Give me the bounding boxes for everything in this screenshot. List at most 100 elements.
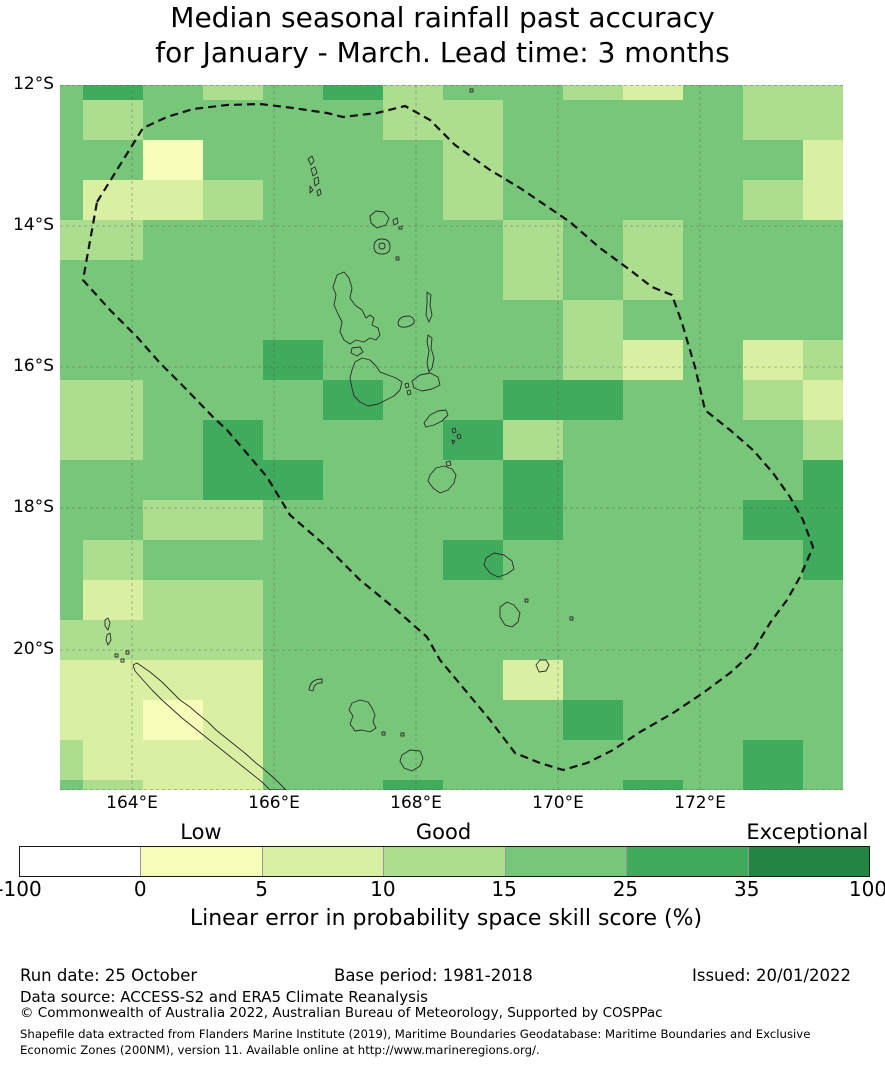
grid-cell <box>563 300 623 340</box>
grid-cell <box>60 740 83 780</box>
grid-cell <box>263 500 323 540</box>
grid-cell <box>743 380 803 420</box>
grid-cell <box>263 220 323 260</box>
grid-cell <box>83 580 143 620</box>
grid-cell <box>383 660 443 700</box>
grid-cell <box>683 140 743 180</box>
grid-cell <box>563 220 623 260</box>
grid-cell <box>143 180 203 220</box>
grid-cell <box>563 380 623 420</box>
grid-cell <box>263 180 323 220</box>
grid-cell <box>443 380 503 420</box>
grid-cell <box>563 740 623 780</box>
grid-cell <box>60 660 83 700</box>
grid-cell <box>203 85 263 100</box>
grid-cell <box>623 780 683 790</box>
grid-cell <box>803 300 843 340</box>
grid-cell <box>443 300 503 340</box>
grid-cell <box>323 260 383 300</box>
grid-cell <box>743 500 803 540</box>
grid-cell <box>683 340 743 380</box>
grid-cell <box>563 85 623 100</box>
grid-cell <box>383 700 443 740</box>
grid-cell <box>143 780 203 790</box>
x-tick-label: 164°E <box>106 793 158 813</box>
grid-cell <box>743 85 803 100</box>
colorbar-tick-label: 15 <box>491 877 517 901</box>
grid-cell <box>60 380 83 420</box>
colorbar-tick-label: 0 <box>133 877 147 901</box>
chart-title-line1: Median seasonal rainfall past accuracy <box>170 1 715 34</box>
grid-cell <box>60 780 83 790</box>
grid-cell <box>323 85 383 100</box>
grid-cell <box>503 580 563 620</box>
colorbar-tick-label: -100 <box>0 877 42 901</box>
grid-cell <box>203 180 263 220</box>
grid-cell <box>83 420 143 460</box>
grid-cell <box>143 580 203 620</box>
coastline-merelava <box>395 256 400 261</box>
colorbar-class-label: Good <box>415 820 472 844</box>
colorbar-tick-label: 5 <box>255 877 268 901</box>
grid-cell <box>383 340 443 380</box>
grid-cell <box>683 85 743 100</box>
grid-cell <box>683 220 743 260</box>
colorbar-class-label: Exceptional <box>746 820 869 844</box>
grid-cell <box>683 500 743 540</box>
grid-cell <box>803 540 843 580</box>
grid-cell <box>143 220 203 260</box>
grid-cell <box>263 780 323 790</box>
eez-boundary <box>81 102 815 772</box>
grid-cell <box>563 700 623 740</box>
grid-cell <box>143 260 203 300</box>
grid-cell <box>503 180 563 220</box>
grid-cell <box>383 140 443 180</box>
grid-cell <box>743 100 803 140</box>
coastline-northern-islet <box>469 88 474 93</box>
grid-cell <box>83 780 143 790</box>
grid-cell <box>683 260 743 300</box>
grid-cell <box>60 85 83 100</box>
grid-cell <box>60 460 83 500</box>
grid-cell <box>263 260 323 300</box>
grid-cell <box>743 300 803 340</box>
grid-cell <box>143 540 203 580</box>
colorbar-tick-label: 10 <box>370 877 396 901</box>
grid-cell <box>203 380 263 420</box>
grid-cell <box>443 620 503 660</box>
grid-cell <box>323 660 383 700</box>
issued-date: Issued: 20/01/2022 <box>692 966 852 985</box>
grid-cell <box>383 85 443 100</box>
grid-cell <box>443 700 503 740</box>
grid-cell <box>503 220 563 260</box>
grid-cell <box>83 380 143 420</box>
grid-cell <box>803 580 843 620</box>
grid-cell <box>383 260 443 300</box>
grid-cell <box>60 580 83 620</box>
grid-cell <box>83 340 143 380</box>
grid-cell <box>203 540 263 580</box>
grid-cell <box>383 740 443 780</box>
grid-cell <box>563 580 623 620</box>
grid-cell <box>83 140 143 180</box>
coastline-torres-islands <box>307 155 322 197</box>
coastline-walpole-dots <box>381 731 405 737</box>
chart-title: Median seasonal rainfall past accuracy f… <box>0 0 885 70</box>
x-tick-label: 172°E <box>674 793 726 813</box>
copyright-line: © Commonwealth of Australia 2022, Austra… <box>20 1005 663 1021</box>
grid-cell <box>83 300 143 340</box>
grid-cell <box>383 620 443 660</box>
grid-cell <box>60 500 83 540</box>
colorbar-tick-label: 25 <box>612 877 639 901</box>
x-tick-label: 168°E <box>390 793 442 813</box>
grid-cell <box>323 140 383 180</box>
grid-cell <box>623 340 683 380</box>
coastline-epi <box>423 409 449 428</box>
grid-cell <box>503 620 563 660</box>
grid-cell <box>683 540 743 580</box>
grid-cell <box>503 300 563 340</box>
grid-cell <box>203 460 263 500</box>
coastline-pentecost <box>426 334 435 373</box>
grid-cell <box>323 500 383 540</box>
grid-cell <box>143 300 203 340</box>
